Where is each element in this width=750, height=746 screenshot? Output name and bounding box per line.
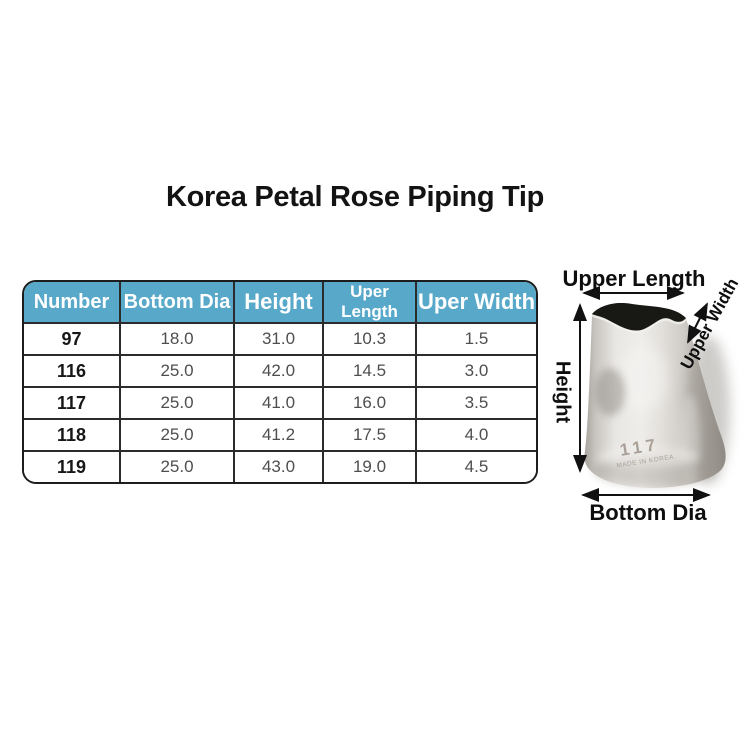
tip-opening [592,303,686,331]
height-label: Height [551,360,574,424]
cell-uper-width: 4.0 [415,418,536,452]
table-row: 97 18.0 31.0 10.3 1.5 [24,322,536,356]
header-height: Height [233,282,324,324]
cell-uper-length: 19.0 [322,450,417,482]
cell-uper-length: 17.5 [322,418,417,452]
cell-number: 119 [24,450,121,482]
dimension-diagram: 117 MADE IN KOREA Upper Length Height Up… [540,260,750,540]
cell-height: 41.2 [233,418,324,452]
cell-height: 31.0 [233,322,324,356]
header-uper-length: Uper Length [322,282,417,324]
page-title: Korea Petal Rose Piping Tip [165,181,545,213]
cell-uper-width: 3.5 [415,386,536,420]
spec-table-container: Number Bottom Dia Height Uper Length Upe… [22,280,538,484]
piping-tip-body: 117 MADE IN KOREA [584,303,730,488]
table-header-row: Number Bottom Dia Height Uper Length Upe… [24,282,536,324]
dimension-arrows [573,286,711,502]
cell-uper-width: 4.5 [415,450,536,482]
table-row: 117 25.0 41.0 16.0 3.5 [24,386,536,420]
upper-width-arrow-icon [687,302,708,344]
cell-number: 97 [24,322,121,356]
header-uper-width: Uper Width [415,282,536,324]
cell-uper-width: 1.5 [415,322,536,356]
cell-uper-length: 16.0 [322,386,417,420]
spec-table: Number Bottom Dia Height Uper Length Upe… [24,282,536,482]
cell-bottom-dia: 25.0 [119,386,235,420]
cell-uper-width: 3.0 [415,354,536,388]
cell-bottom-dia: 25.0 [119,450,235,482]
table-row: 116 25.0 42.0 14.5 3.0 [24,354,536,388]
piping-tip-photo: 117 MADE IN KOREA [573,286,730,502]
cell-uper-length: 10.3 [322,322,417,356]
cell-bottom-dia: 18.0 [119,322,235,356]
header-number: Number [24,282,121,324]
cell-bottom-dia: 25.0 [119,418,235,452]
cell-number: 118 [24,418,121,452]
cell-bottom-dia: 25.0 [119,354,235,388]
cell-height: 41.0 [233,386,324,420]
cell-number: 116 [24,354,121,388]
cell-uper-length: 14.5 [322,354,417,388]
table-row: 119 25.0 43.0 19.0 4.5 [24,450,536,482]
header-bottom-dia: Bottom Dia [119,282,235,324]
upper-length-label: Upper Length [562,266,706,291]
cell-height: 42.0 [233,354,324,388]
cell-height: 43.0 [233,450,324,482]
cell-number: 117 [24,386,121,420]
bottom-dia-label: Bottom Dia [589,500,707,525]
table-row: 118 25.0 41.2 17.5 4.0 [24,418,536,452]
